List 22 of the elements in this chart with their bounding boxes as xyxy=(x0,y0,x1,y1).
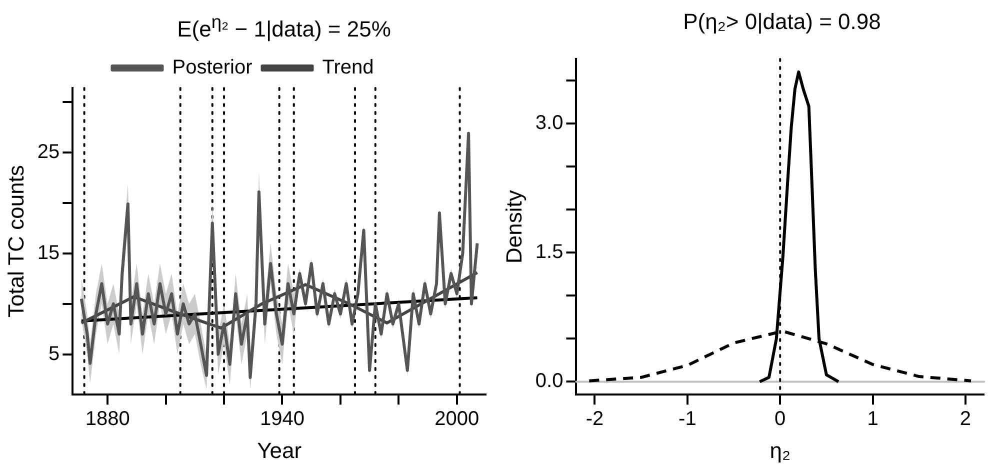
y-axis-title: Total TC counts xyxy=(3,165,28,318)
y-tick-label: 0.0 xyxy=(535,370,564,392)
legend-label: Posterior xyxy=(172,56,253,79)
chart-title: E(e$^{η₂}$ − 1|data) = 25% xyxy=(176,10,392,44)
y-tick-label: 1.5 xyxy=(535,241,564,264)
x-tick-label: -2 xyxy=(586,408,604,430)
x-tick-label: 1940 xyxy=(260,408,304,430)
chart-title: P(η₂> 0|data) = 0.98 xyxy=(682,8,882,36)
legend-label: Trend xyxy=(322,56,374,79)
y-tick-label: 5 xyxy=(48,342,60,365)
x-tick-label: 1 xyxy=(867,408,878,430)
x-axis-title: Year xyxy=(257,438,302,463)
y-tick-label: 3.0 xyxy=(535,112,564,134)
x-tick-label: 2 xyxy=(960,408,972,430)
y-tick-label: 15 xyxy=(37,242,60,264)
x-tick-label: 1880 xyxy=(85,408,130,430)
x-tick-label: 2000 xyxy=(434,408,480,430)
x-tick-label: 0 xyxy=(774,408,786,430)
y-tick-label: 25 xyxy=(37,141,60,164)
y-axis-title: Density xyxy=(501,190,526,264)
x-axis-title: η₂ xyxy=(770,438,790,463)
x-tick-label: -1 xyxy=(678,408,696,430)
